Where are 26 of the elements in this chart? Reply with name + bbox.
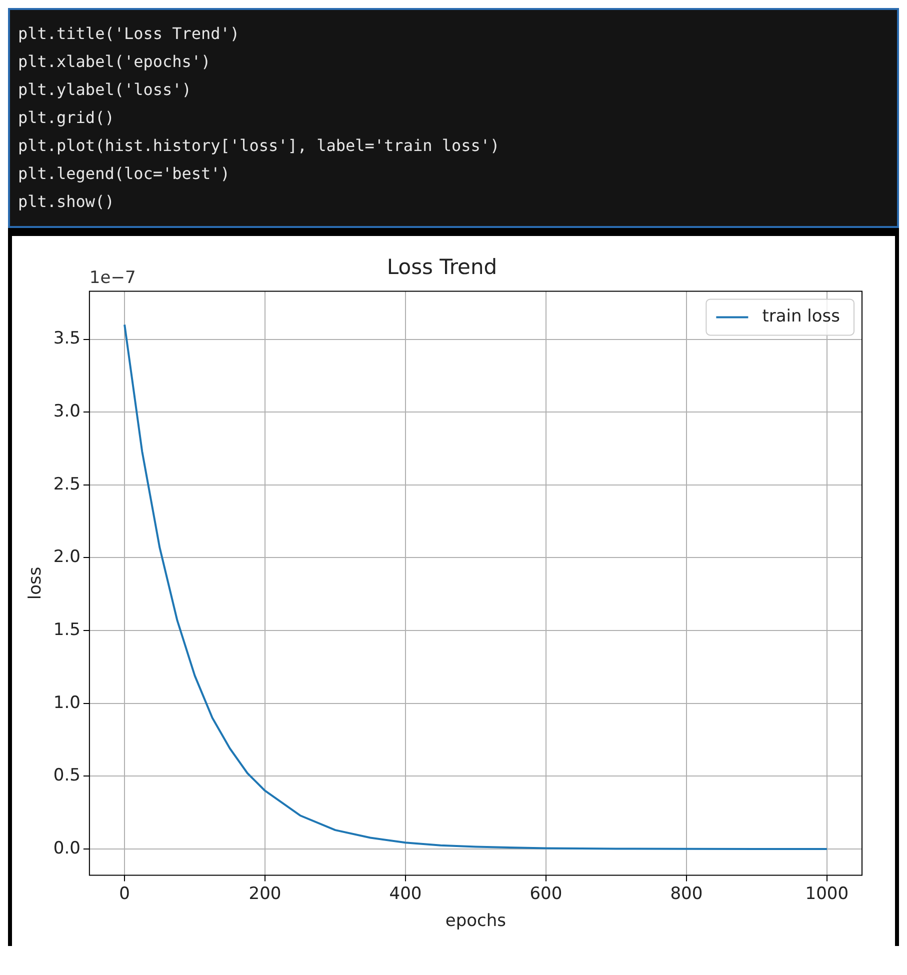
y-axis-title: loss bbox=[26, 566, 46, 600]
y-tick-label: 1.0 bbox=[53, 692, 80, 713]
text: plt.plot(hist.history['loss'], label='train loss') bbox=[18, 135, 501, 157]
x-tick-label: 200 bbox=[248, 884, 282, 904]
text: plt.legend(loc='best') bbox=[18, 163, 231, 185]
x-tick-label: 1000 bbox=[805, 884, 849, 904]
y-tick-label: 3.0 bbox=[53, 402, 80, 422]
text: plt.grid() bbox=[18, 107, 116, 129]
text: 1e−7 bbox=[89, 268, 136, 288]
y-tick-label: 3.5 bbox=[53, 328, 80, 349]
y-tick-label: 0.0 bbox=[53, 838, 80, 858]
text: plt.title('Loss Trend') bbox=[18, 23, 241, 45]
y-tick-label: 1.5 bbox=[53, 620, 80, 640]
legend-label: train loss bbox=[762, 306, 840, 327]
text: plt.xlabel('epochs') bbox=[18, 51, 212, 73]
x-tick-label: 0 bbox=[119, 884, 130, 904]
x-tick-label: 400 bbox=[389, 884, 422, 904]
chart-title: Loss Trend bbox=[386, 255, 498, 280]
text: plt.show() bbox=[18, 191, 116, 213]
x-axis-title: epochs bbox=[445, 911, 506, 932]
y-tick-label: 0.5 bbox=[53, 766, 80, 786]
x-tick-label: 800 bbox=[670, 884, 703, 904]
y-tick-label: 2.0 bbox=[53, 547, 80, 568]
text: plt.ylabel('loss') bbox=[18, 79, 192, 101]
y-tick-label: 2.5 bbox=[53, 474, 80, 494]
x-tick-label: 600 bbox=[530, 884, 562, 904]
